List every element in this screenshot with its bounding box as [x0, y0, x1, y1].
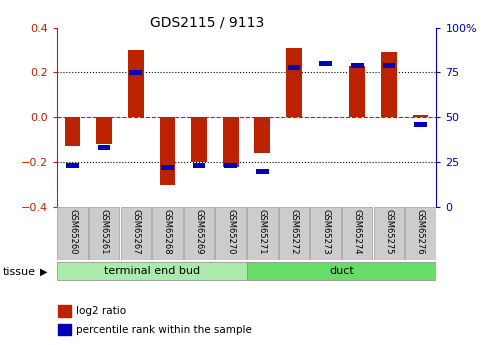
- Bar: [383, 63, 395, 68]
- FancyBboxPatch shape: [215, 207, 246, 260]
- FancyBboxPatch shape: [57, 207, 88, 260]
- FancyBboxPatch shape: [184, 207, 214, 260]
- Text: GSM65272: GSM65272: [289, 209, 298, 254]
- Text: GSM65267: GSM65267: [131, 209, 141, 254]
- Bar: [350, 66, 365, 117]
- Bar: [58, 324, 71, 335]
- Text: GDS2115 / 9113: GDS2115 / 9113: [150, 16, 264, 30]
- Bar: [254, 117, 270, 153]
- FancyBboxPatch shape: [152, 207, 182, 260]
- Bar: [58, 305, 71, 317]
- Text: GSM65270: GSM65270: [226, 209, 235, 254]
- FancyBboxPatch shape: [405, 207, 436, 260]
- FancyBboxPatch shape: [247, 207, 278, 260]
- Text: GSM65269: GSM65269: [195, 209, 204, 254]
- Text: GSM65261: GSM65261: [100, 209, 108, 254]
- Bar: [413, 115, 428, 117]
- Bar: [96, 117, 112, 144]
- FancyBboxPatch shape: [342, 207, 372, 260]
- FancyBboxPatch shape: [311, 207, 341, 260]
- Text: terminal end bud: terminal end bud: [104, 266, 200, 276]
- Bar: [319, 61, 332, 66]
- Text: duct: duct: [329, 266, 354, 276]
- Bar: [287, 65, 300, 70]
- Text: GSM65276: GSM65276: [416, 209, 425, 254]
- Bar: [193, 163, 206, 168]
- Text: tissue: tissue: [2, 267, 35, 276]
- Bar: [66, 163, 79, 168]
- Text: GSM65271: GSM65271: [258, 209, 267, 254]
- Bar: [191, 117, 207, 162]
- Bar: [286, 48, 302, 117]
- Text: GSM65273: GSM65273: [321, 209, 330, 254]
- Bar: [414, 122, 427, 127]
- Bar: [351, 63, 363, 68]
- Bar: [256, 169, 269, 174]
- Text: percentile rank within the sample: percentile rank within the sample: [76, 325, 252, 335]
- FancyBboxPatch shape: [57, 262, 246, 280]
- Text: GSM65275: GSM65275: [385, 209, 393, 254]
- Text: log2 ratio: log2 ratio: [76, 306, 127, 316]
- FancyBboxPatch shape: [89, 207, 119, 260]
- Text: ▶: ▶: [40, 267, 48, 276]
- Bar: [381, 52, 397, 117]
- Bar: [160, 117, 176, 185]
- FancyBboxPatch shape: [121, 207, 151, 260]
- Bar: [224, 163, 237, 168]
- Bar: [65, 117, 80, 146]
- Bar: [98, 145, 110, 150]
- Bar: [128, 50, 143, 117]
- Text: GSM65268: GSM65268: [163, 209, 172, 254]
- FancyBboxPatch shape: [374, 207, 404, 260]
- Text: GSM65274: GSM65274: [352, 209, 362, 254]
- FancyBboxPatch shape: [246, 262, 436, 280]
- Bar: [130, 70, 142, 75]
- Text: GSM65260: GSM65260: [68, 209, 77, 254]
- Bar: [223, 117, 239, 167]
- FancyBboxPatch shape: [279, 207, 309, 260]
- Bar: [161, 165, 174, 170]
